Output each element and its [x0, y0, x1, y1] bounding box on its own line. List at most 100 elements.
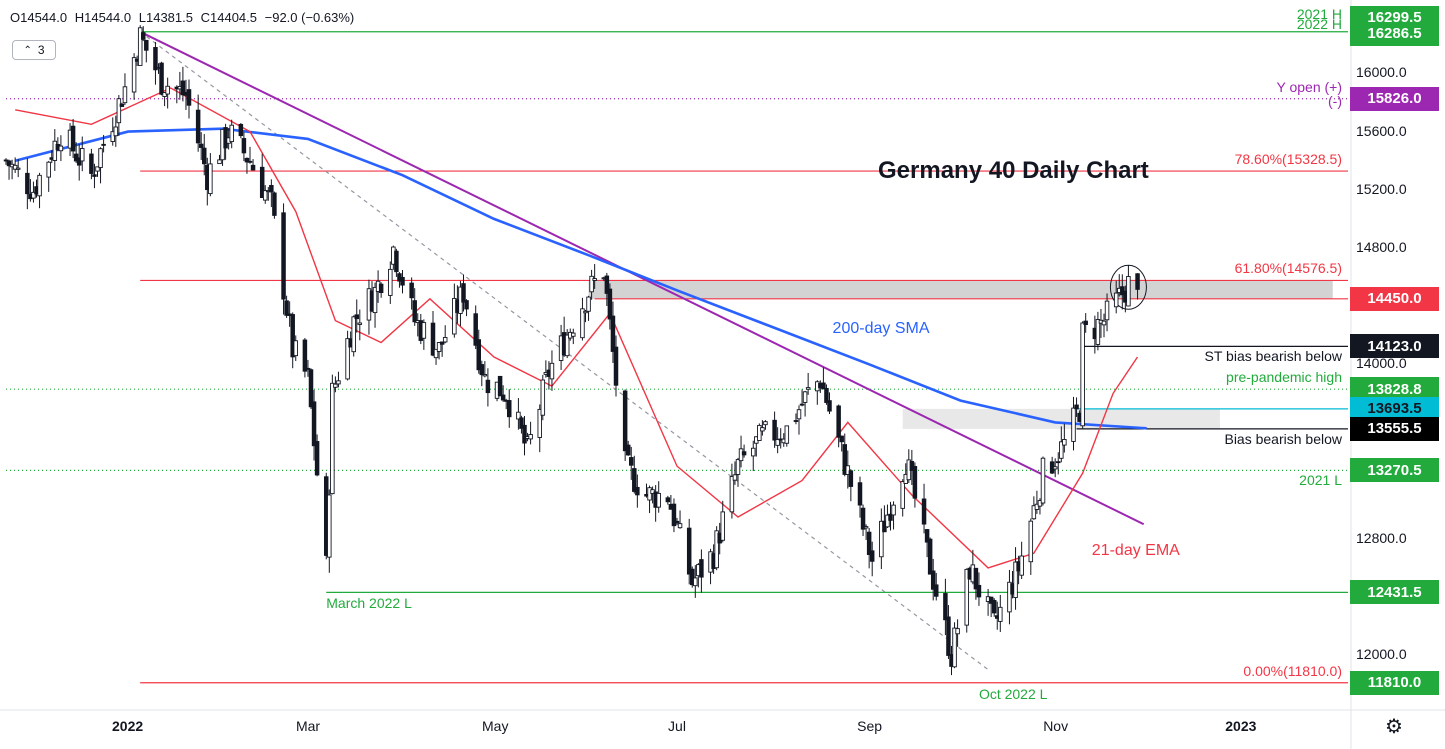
candle-body	[720, 511, 726, 541]
candle-body	[537, 408, 543, 438]
candle-body	[522, 424, 527, 444]
candle-body	[802, 391, 808, 403]
candle-body	[229, 124, 234, 143]
candle-body	[693, 577, 698, 587]
candle-body	[714, 530, 719, 569]
candle-body	[98, 148, 103, 168]
candle-body	[122, 86, 128, 104]
candle-body	[632, 468, 637, 492]
candle-body	[836, 405, 841, 438]
candle-body	[1101, 320, 1107, 326]
candle-body	[952, 627, 957, 668]
y-tick-label: 15200.0	[1356, 180, 1407, 197]
candle-body	[842, 444, 848, 475]
candle-body	[741, 451, 747, 456]
candle-body	[421, 322, 427, 339]
candle-body	[482, 374, 488, 377]
candle-body	[485, 379, 491, 394]
candle-body	[793, 420, 799, 422]
price-box: 16286.5	[1350, 21, 1439, 46]
candle-body	[473, 313, 478, 346]
candle-body	[772, 419, 777, 441]
candle-body	[934, 584, 939, 597]
candle-body	[735, 459, 741, 475]
candle-body	[784, 425, 790, 444]
sma-200-line	[14, 127, 1147, 430]
candle-body	[909, 461, 915, 471]
candle-body	[92, 174, 97, 177]
gear-icon[interactable]: ⚙	[1385, 716, 1403, 738]
candle-body	[412, 300, 417, 323]
candle-body	[241, 138, 247, 154]
level-label: Bias bearish below	[1224, 430, 1342, 447]
candle-body	[101, 143, 106, 146]
price-box: 13555.5	[1350, 416, 1439, 441]
candle-body	[372, 286, 378, 314]
candle-body	[378, 283, 384, 294]
indicator-collapse-button[interactable]: ⌃ 3	[12, 40, 56, 60]
candle-body	[284, 300, 289, 316]
candle-body	[519, 417, 524, 429]
candle-body	[607, 288, 613, 320]
ema-label: 21-day EMA	[1091, 542, 1180, 560]
candle-body	[1083, 320, 1088, 325]
candle-body	[281, 212, 286, 300]
y-tick-label: 14000.0	[1356, 355, 1407, 372]
candle-body	[308, 369, 314, 408]
x-tick-label: 2023	[1225, 718, 1257, 734]
level-label: pre-pandemic high	[1226, 369, 1342, 386]
candle-body	[351, 316, 356, 353]
candle-body	[1062, 439, 1067, 446]
candle-body	[686, 527, 692, 575]
candle-body	[186, 89, 192, 106]
candle-body	[79, 148, 85, 162]
candle-body	[464, 300, 469, 310]
candle-body	[461, 283, 466, 303]
candle-body	[604, 275, 610, 294]
candle-body	[1135, 273, 1140, 290]
candle-body	[912, 466, 918, 499]
candle-body	[540, 379, 546, 416]
price-box: 13270.5	[1350, 458, 1439, 483]
level-label: 2021 H	[1296, 5, 1342, 22]
candle-body	[857, 482, 863, 506]
candle-body	[31, 191, 36, 199]
x-tick-label: Mar	[295, 718, 321, 734]
candle-body	[998, 606, 1003, 622]
candle-body	[879, 520, 884, 558]
candle-body	[336, 380, 341, 385]
candle-body	[863, 526, 869, 529]
candle-body	[357, 322, 363, 325]
candle-body	[991, 599, 997, 614]
ohlc-legend: O14544.0 H14544.0 L14381.5 C14404.5 −92.…	[10, 10, 358, 25]
candle-body	[113, 126, 119, 137]
candle-body	[15, 167, 21, 170]
candle-body	[305, 367, 311, 370]
candle-body	[1055, 461, 1061, 464]
candle-body	[1007, 581, 1012, 613]
candle-body	[144, 39, 149, 51]
candle-body	[622, 390, 628, 452]
candle-body	[430, 322, 436, 356]
candle-body	[159, 62, 164, 95]
candle-body	[201, 147, 207, 165]
candle-body	[269, 184, 274, 193]
candle-body	[1113, 292, 1119, 308]
candle-body	[330, 382, 335, 495]
candle-body	[656, 492, 661, 508]
candle-body	[263, 190, 268, 201]
oct-low-label: Oct 2022 L	[978, 685, 1048, 702]
candle-body	[6, 160, 12, 167]
candle-body	[824, 387, 829, 403]
x-tick-label: Nov	[1043, 718, 1069, 734]
candle-body	[76, 157, 82, 166]
candle-body	[52, 140, 58, 161]
candle-body	[46, 161, 51, 178]
candle-body	[799, 403, 805, 406]
y-tick-label: 16000.0	[1356, 64, 1407, 81]
candle-body	[500, 394, 506, 401]
candle-body	[888, 513, 893, 521]
candle-body	[70, 125, 76, 152]
candle-body	[885, 514, 890, 528]
